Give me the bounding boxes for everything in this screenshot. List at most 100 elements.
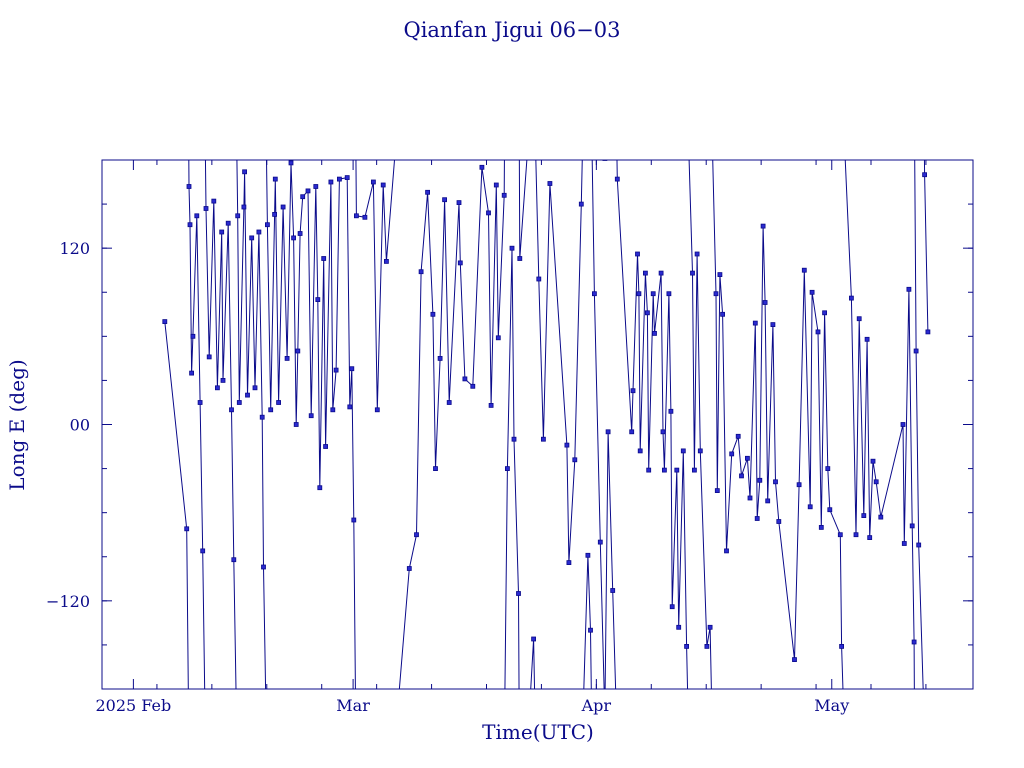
data-point (901, 541, 907, 546)
data-point (911, 639, 917, 645)
chart-title: Qianfan Jigui 06−03 (403, 18, 620, 42)
data-point (541, 436, 546, 442)
data-point (925, 329, 931, 335)
series-line (164, 160, 929, 689)
data-point (694, 251, 700, 257)
data-point (745, 455, 750, 461)
data-point (757, 477, 763, 483)
data-point (547, 181, 553, 186)
data-point (900, 422, 906, 427)
y-tick-label: 00 (70, 416, 90, 435)
data-point (856, 316, 862, 322)
data-point (241, 204, 247, 210)
data-point (235, 213, 241, 219)
data-point (291, 235, 297, 241)
data-point (203, 206, 209, 211)
data-point (268, 407, 274, 413)
data-point (646, 467, 652, 473)
data-point (815, 329, 821, 335)
data-point (913, 348, 919, 354)
data-point (849, 295, 854, 301)
data-point (752, 320, 758, 326)
data-point (272, 176, 278, 182)
data-point (837, 532, 843, 538)
data-point (605, 429, 611, 435)
data-point (190, 333, 196, 339)
data-point (231, 557, 237, 563)
data-point (909, 523, 915, 529)
x-axis-label: Time(UTC) (482, 720, 594, 744)
data-point (662, 467, 667, 473)
data-point (666, 291, 672, 297)
data-point (229, 407, 234, 413)
data-point (714, 488, 720, 494)
data-point (770, 322, 776, 328)
x-tick-label: 2025 Feb (96, 696, 172, 715)
data-point (425, 189, 431, 195)
data-point (456, 200, 462, 206)
data-point (922, 172, 927, 178)
data-point (916, 542, 922, 548)
data-point (295, 348, 301, 354)
data-point (280, 204, 286, 210)
data-point (630, 388, 636, 394)
data-point (370, 179, 376, 185)
data-point (200, 548, 206, 554)
data-point (486, 210, 491, 216)
data-point (578, 201, 584, 207)
data-point (276, 400, 282, 405)
data-point (637, 448, 643, 454)
data-point (660, 429, 666, 435)
data-point (470, 383, 476, 389)
data-point (288, 160, 294, 166)
data-point (776, 519, 782, 524)
data-point (509, 245, 515, 251)
data-point (462, 376, 468, 382)
data-point (187, 222, 193, 228)
data-point (867, 535, 873, 540)
data-point (206, 354, 212, 360)
data-point (643, 270, 648, 276)
data-point (704, 644, 710, 649)
data-point (323, 444, 329, 449)
data-point (162, 319, 168, 325)
data-point (380, 182, 386, 188)
data-point (488, 402, 494, 408)
data-point (792, 657, 797, 662)
data-point (214, 385, 220, 391)
data-point (293, 422, 299, 427)
data-point (501, 192, 507, 198)
data-point (328, 179, 334, 185)
data-point (430, 311, 436, 317)
data-point (564, 442, 570, 448)
y-axis-ticks: 120 00 −120 (46, 239, 973, 611)
data-point (362, 214, 368, 220)
data-point (754, 516, 760, 521)
data-point (707, 624, 713, 630)
data-point (186, 184, 192, 189)
data-point (495, 335, 501, 341)
data-point (225, 220, 231, 226)
data-point (333, 367, 339, 373)
data-point (652, 330, 657, 336)
data-point (315, 297, 321, 303)
data-point (676, 624, 682, 630)
data-point (588, 627, 593, 633)
data-point (261, 564, 266, 570)
data-point (629, 429, 635, 435)
data-point (610, 588, 616, 593)
data-point (313, 184, 319, 189)
x-tick-label: Mar (336, 696, 370, 715)
data-point (414, 532, 419, 538)
data-point (374, 407, 380, 413)
data-point (713, 291, 719, 297)
data-point (517, 256, 523, 261)
data-point (762, 300, 768, 305)
data-point (511, 436, 517, 442)
data-point (680, 448, 686, 454)
data-point (245, 392, 250, 398)
data-point (479, 164, 485, 170)
data-point (194, 213, 200, 219)
data-point (321, 256, 327, 261)
data-point (825, 466, 831, 472)
